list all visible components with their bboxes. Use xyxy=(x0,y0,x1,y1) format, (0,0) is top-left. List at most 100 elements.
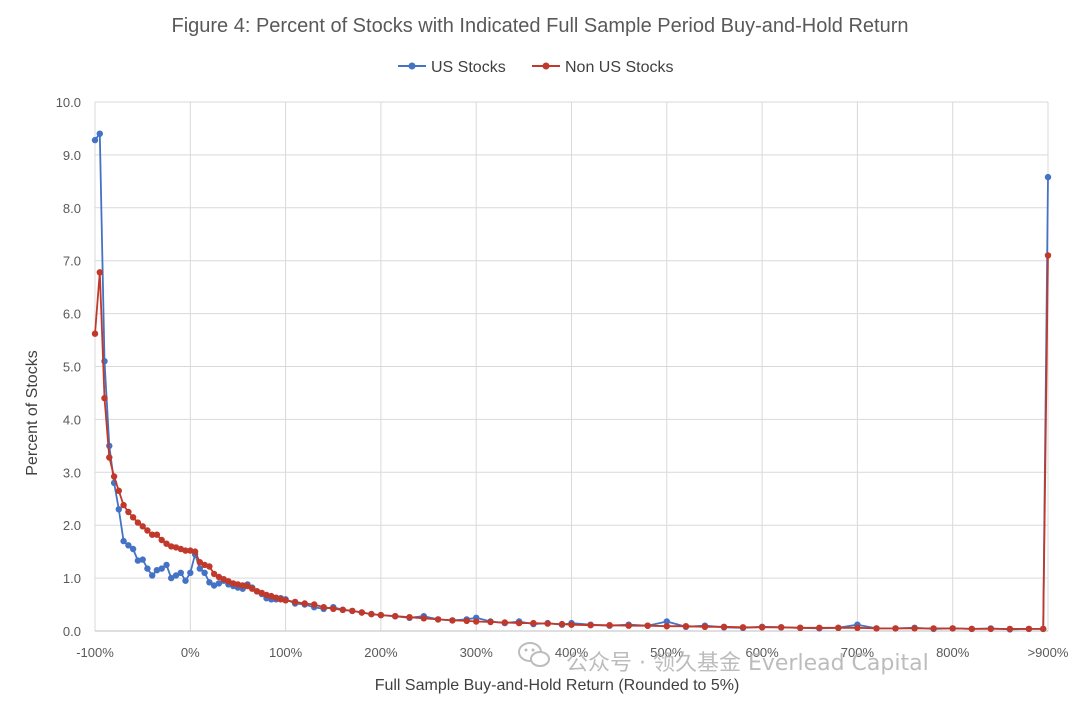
data-point xyxy=(144,565,151,572)
data-point xyxy=(701,623,709,630)
y-tick-label: 2.0 xyxy=(63,518,81,533)
y-tick-label: 10.0 xyxy=(56,95,81,110)
data-point xyxy=(1006,625,1014,633)
data-point xyxy=(163,540,170,547)
data-point xyxy=(835,624,842,631)
x-tick-label: 700% xyxy=(841,645,875,660)
data-point xyxy=(987,625,994,633)
data-point xyxy=(530,619,537,627)
data-point xyxy=(187,569,194,576)
data-point xyxy=(625,622,632,629)
data-point xyxy=(139,556,146,563)
data-point xyxy=(515,619,523,627)
data-point xyxy=(134,557,142,564)
x-tick-label: 600% xyxy=(745,645,779,660)
data-point xyxy=(144,527,151,534)
data-point xyxy=(125,508,132,516)
data-point xyxy=(134,519,142,526)
data-point xyxy=(330,605,337,612)
data-point xyxy=(196,565,203,572)
data-point xyxy=(234,581,242,588)
data-point xyxy=(201,569,208,576)
data-point xyxy=(120,501,127,509)
data-point xyxy=(172,572,180,579)
x-tick-label: 100% xyxy=(269,645,303,660)
data-point xyxy=(463,617,470,625)
y-tick-label: 5.0 xyxy=(63,360,81,375)
x-tick-label: -100% xyxy=(76,645,114,660)
data-point xyxy=(149,572,156,579)
data-point xyxy=(301,600,308,607)
data-point xyxy=(816,624,823,631)
data-point xyxy=(115,506,123,513)
data-point xyxy=(949,625,956,632)
data-point xyxy=(177,569,184,576)
legend: US Stocks Non US Stocks xyxy=(398,59,673,76)
data-point xyxy=(854,624,861,631)
x-tick-label: 0% xyxy=(181,645,200,660)
data-point xyxy=(1044,173,1052,181)
data-point xyxy=(282,597,289,604)
data-point xyxy=(587,622,594,629)
x-tick-label: 400% xyxy=(555,645,589,660)
data-point xyxy=(349,607,356,615)
y-tick-label: 9.0 xyxy=(63,148,81,163)
watermark-text: 公众号 · 领久基金 Everlead Capital xyxy=(566,651,929,676)
y-tick-label: 6.0 xyxy=(63,307,81,322)
x-tick-label: 800% xyxy=(936,645,970,660)
data-point xyxy=(91,136,99,144)
data-point xyxy=(873,625,880,632)
series-layer xyxy=(91,130,1052,633)
data-point xyxy=(106,454,113,461)
y-tick-label: 0.0 xyxy=(63,624,81,639)
x-axis-ticks: -100% 0% 100% 200% 300% 400% 500% 600% 700% 800% >… xyxy=(76,645,1069,660)
data-point xyxy=(449,617,456,624)
data-point xyxy=(291,598,299,606)
data-point xyxy=(125,542,132,549)
data-point xyxy=(158,565,165,572)
data-point xyxy=(182,547,189,554)
data-point xyxy=(1040,625,1047,633)
data-point xyxy=(911,625,918,632)
data-point xyxy=(187,547,194,554)
data-point xyxy=(930,625,937,632)
data-point xyxy=(263,591,270,599)
data-point xyxy=(682,623,690,630)
x-tick-label: 300% xyxy=(460,645,494,660)
data-point xyxy=(277,596,284,603)
data-point xyxy=(778,624,785,631)
data-point xyxy=(558,620,566,628)
data-point xyxy=(96,269,104,276)
y-tick-label: 1.0 xyxy=(63,571,81,586)
data-point xyxy=(206,563,213,570)
x-tick-label: 500% xyxy=(650,645,684,660)
data-point xyxy=(129,545,137,553)
data-point xyxy=(225,578,232,585)
data-point xyxy=(377,611,385,619)
data-point xyxy=(129,514,137,521)
data-point xyxy=(968,625,975,633)
data-point xyxy=(311,601,318,608)
data-point xyxy=(268,592,275,600)
legend-marker-non-us-stocks xyxy=(542,62,550,70)
data-point xyxy=(96,130,104,137)
data-point xyxy=(168,574,175,582)
data-point xyxy=(244,582,251,590)
data-point xyxy=(663,618,670,625)
y-tick-label: 3.0 xyxy=(63,465,81,480)
chart-title: Figure 4: Percent of Stocks with Indicat… xyxy=(171,15,908,37)
data-point xyxy=(720,623,728,630)
data-point xyxy=(663,623,670,630)
data-point xyxy=(158,536,165,544)
y-tick-label: 4.0 xyxy=(63,412,81,427)
data-point xyxy=(120,537,127,545)
data-point xyxy=(101,395,108,402)
data-point xyxy=(758,624,766,631)
data-point xyxy=(168,543,175,550)
data-point xyxy=(501,619,508,626)
x-tick-label: >900% xyxy=(1028,645,1069,660)
data-point xyxy=(115,487,123,494)
x-axis-title: Full Sample Buy-and-Hold Return (Rounded… xyxy=(375,677,740,694)
legend-label-us-stocks: US Stocks xyxy=(431,59,506,76)
data-point xyxy=(153,531,161,538)
